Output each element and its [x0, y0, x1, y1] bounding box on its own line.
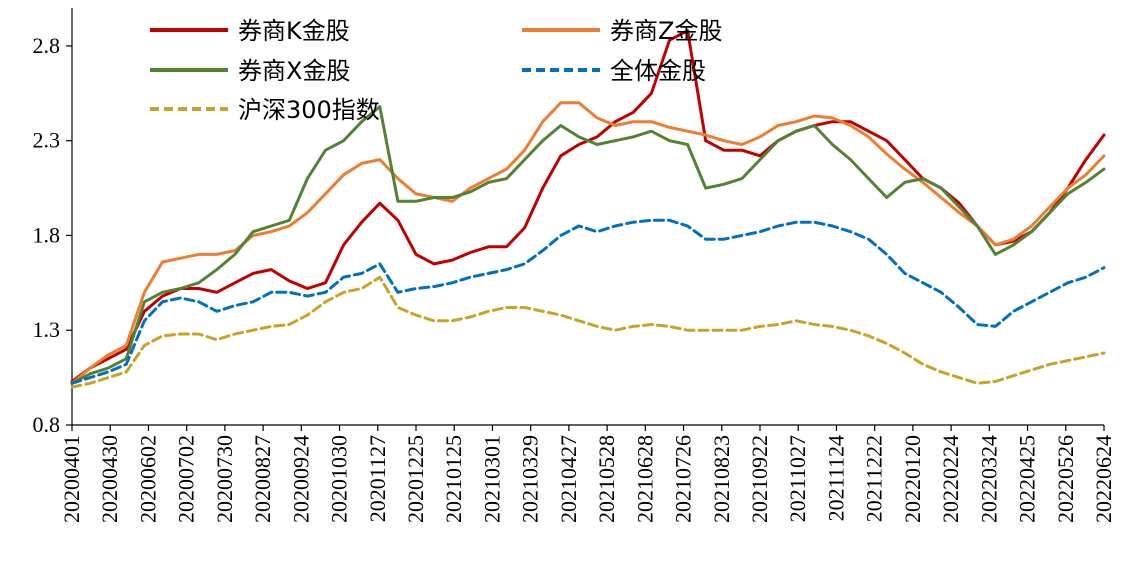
- legend-label: 券商X金股: [238, 57, 350, 85]
- x-tick-label: 20201225: [403, 435, 428, 523]
- y-tick-label: 0.8: [33, 412, 61, 437]
- y-tick-label: 2.3: [33, 128, 61, 153]
- x-tick-label: 20200924: [288, 435, 313, 523]
- x-tick-label: 20210922: [747, 435, 772, 523]
- x-tick-label: 20200602: [135, 435, 160, 523]
- series-lines: [70, 29, 1106, 389]
- x-tick-label: 20200730: [212, 435, 237, 523]
- x-tick-label: 20220425: [1015, 435, 1040, 523]
- legend-label: 券商K金股: [238, 17, 350, 45]
- y-tick-label: 1.3: [33, 317, 61, 342]
- x-tick-label: 20211027: [785, 435, 810, 522]
- x-tick-label: 20220324: [976, 435, 1001, 523]
- x-tick-label: 20210528: [594, 435, 619, 523]
- y-tick-label: 2.8: [33, 33, 61, 58]
- series-line-2: [70, 105, 1106, 385]
- series-line-3: [70, 218, 1106, 385]
- series-line-4: [70, 275, 1106, 389]
- x-axis-ticks: 20200401 20200430 20200602 20200702 20200730…: [59, 425, 1116, 523]
- x-tick-label: 20210726: [671, 435, 696, 523]
- x-tick-label: 20200702: [174, 435, 199, 523]
- x-tick-label: 20210301: [479, 435, 504, 523]
- x-tick-label: 20220624: [1091, 435, 1116, 523]
- x-tick-label: 20201030: [327, 435, 352, 523]
- x-tick-label: 20210427: [556, 435, 581, 523]
- x-tick-label: 20200430: [97, 435, 122, 523]
- x-tick-label: 20210125: [441, 435, 466, 523]
- series-line-1: [70, 101, 1106, 385]
- x-tick-label: 20200827: [250, 435, 275, 523]
- x-tick-label: 20210628: [632, 435, 657, 523]
- y-axis-ticks: 0.8 1.3 1.8 2.3 2.8: [33, 33, 72, 437]
- x-tick-label: 20210329: [518, 435, 543, 523]
- x-tick-label: 20211124: [823, 435, 848, 521]
- x-tick-label: 20220224: [938, 435, 963, 523]
- x-tick-label: 20200401: [59, 435, 84, 523]
- x-tick-label: 20220120: [900, 435, 925, 523]
- x-tick-label: 20211222: [862, 435, 887, 522]
- x-tick-label: 20210823: [709, 435, 734, 523]
- legend-label: 全体金股: [610, 57, 706, 85]
- x-tick-label: 20220526: [1053, 435, 1078, 523]
- x-tick-label: 20201127: [365, 435, 390, 522]
- legend-label: 沪深300指数: [238, 96, 380, 124]
- legend-label: 券商Z金股: [610, 17, 722, 45]
- y-tick-label: 1.8: [33, 222, 61, 247]
